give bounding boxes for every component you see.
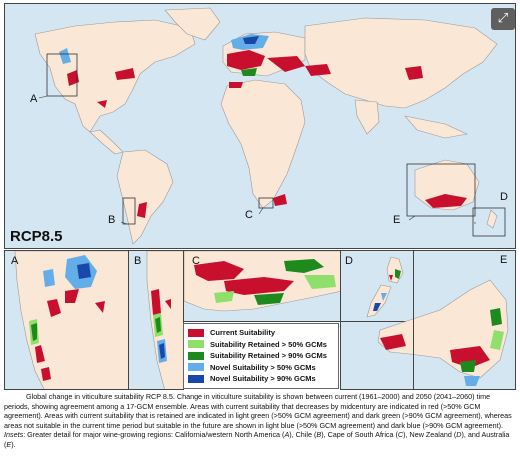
leader-lines xyxy=(38,95,476,225)
legend-item: Suitability Retained > 50% GCMs xyxy=(188,339,334,351)
legend-swatch-retained-90 xyxy=(188,351,204,360)
continent-central-america xyxy=(89,129,124,155)
region-label-d: D xyxy=(500,191,508,203)
region-label-b: B xyxy=(108,214,116,226)
legend-swatch-novel-90 xyxy=(188,374,204,383)
legend-item: Current Suitability xyxy=(188,327,334,339)
continent-south-america xyxy=(116,149,174,245)
inset-a: A xyxy=(4,250,129,390)
continent-africa xyxy=(220,79,306,209)
inset-e: E xyxy=(340,250,516,390)
legend-label: Suitability Retained > 90% GCMs xyxy=(210,351,327,361)
region-box-b xyxy=(122,197,136,225)
legend-label: Novel Suitability > 50% GCMs xyxy=(210,362,316,372)
world-map xyxy=(34,7,506,245)
inset-e-frame xyxy=(413,250,516,390)
continent-se-asia xyxy=(404,115,468,139)
legend-swatch-novel-50 xyxy=(188,363,204,372)
inset-label-d: D xyxy=(345,255,353,267)
legend: Current Suitability Suitability Retained… xyxy=(183,323,339,389)
region-box-a xyxy=(46,53,78,97)
continent-new-zealand xyxy=(486,209,498,229)
legend-item: Novel Suitability > 50% GCMs xyxy=(188,362,334,374)
region-label-a: A xyxy=(30,93,38,105)
region-label-c: C xyxy=(245,209,253,221)
legend-swatch-current xyxy=(188,328,204,337)
inset-label-a: A xyxy=(11,255,19,267)
continent-north-america xyxy=(34,19,196,133)
inset-d: D xyxy=(340,250,414,322)
legend-item: Suitability Retained > 90% GCMs xyxy=(188,350,334,362)
legend-label: Suitability Retained > 50% GCMs xyxy=(210,339,327,349)
region-box-c xyxy=(258,197,274,209)
inset-b: B xyxy=(128,250,184,390)
region-box-e xyxy=(406,163,476,217)
world-map-panel: A B C D E xyxy=(4,3,516,249)
expand-icon: ⤢ xyxy=(497,11,509,26)
continent-india xyxy=(354,99,380,135)
continent-asia xyxy=(304,17,498,109)
inset-label-e: E xyxy=(500,254,508,266)
legend-label: Current Suitability xyxy=(210,328,276,338)
continent-greenland xyxy=(164,7,221,41)
suitability-patches xyxy=(59,34,467,218)
inset-label-b: B xyxy=(134,255,142,267)
region-box-d xyxy=(472,207,506,237)
figure-caption: Global change in viticulture suitability… xyxy=(4,392,512,449)
scenario-label: RCP8.5 xyxy=(10,228,63,245)
inset-c: C xyxy=(183,250,341,322)
legend-label: Novel Suitability > 90% GCMs xyxy=(210,374,316,384)
region-boxes xyxy=(46,53,506,237)
legend-item: Novel Suitability > 90% GCMs xyxy=(188,373,334,385)
expand-button[interactable]: ⤢ xyxy=(491,8,515,30)
inset-e-frame-lower xyxy=(340,321,414,390)
region-label-e: E xyxy=(393,214,401,226)
inset-label-c: C xyxy=(192,255,200,267)
legend-swatch-retained-50 xyxy=(188,340,204,349)
